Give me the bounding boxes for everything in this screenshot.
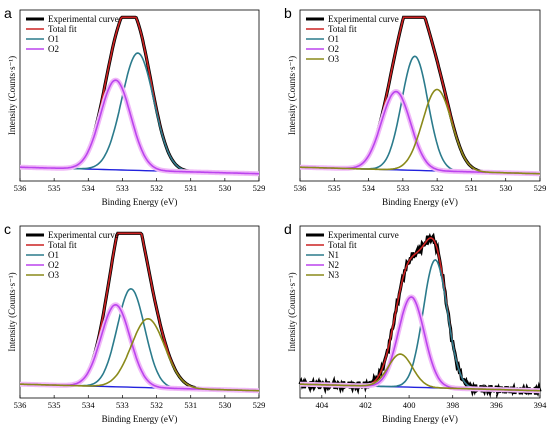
x-tick-label: 533 (116, 400, 129, 410)
y-axis-title: Intensity (Counts·s⁻¹) (287, 272, 297, 351)
series-glow (300, 294, 540, 394)
legend-entry: Experimental curve (328, 14, 399, 24)
x-tick-label: 529 (253, 183, 266, 193)
x-axis-title: Binding Energy (eV) (382, 197, 458, 207)
legend-entry: Total fit (48, 240, 77, 250)
x-axis-title: Binding Energy (eV) (382, 414, 458, 424)
panel-label: a (4, 5, 12, 21)
panel-label: d (284, 221, 292, 237)
x-tick-label: 396 (490, 400, 503, 410)
x-tick-label: 394 (534, 400, 548, 410)
legend-entry: N2 (328, 260, 339, 270)
x-tick-label: 529 (534, 183, 547, 193)
panel-a: a 536 535 534 533 532 531 530 529 Binding Energy … (4, 5, 265, 207)
legend-entry: Experimental curve (48, 230, 119, 240)
x-tick-label: 530 (499, 183, 512, 193)
x-tick-label: 529 (253, 400, 266, 410)
legend-entry: O2 (48, 260, 59, 270)
y-axis-title: Intensity (Counts·s⁻¹) (7, 56, 17, 135)
x-tick-label: 400 (403, 400, 416, 410)
x-tick-label: 534 (82, 183, 96, 193)
series-o1 (20, 52, 259, 175)
x-tick-label: 534 (82, 400, 96, 410)
x-tick-label: 533 (396, 183, 409, 193)
series-glow (300, 89, 540, 177)
legend-entry: Total fit (328, 24, 357, 34)
panel-d: d 404 402 400 398 396 394 Binding Energy (eV) In… (284, 221, 547, 424)
plot-frame (299, 225, 541, 399)
panel-b: b 536 535 534 533 532 531 530 529 Binding Energy … (284, 5, 546, 207)
x-tick-label: 536 (14, 400, 27, 410)
plot-frame (299, 9, 541, 182)
x-tick-label: 531 (465, 183, 478, 193)
y-axis-title: Intensity (Counts·s⁻¹) (7, 272, 17, 351)
plot-frame (19, 225, 260, 399)
series-o2 (300, 90, 540, 175)
x-tick-label: 530 (218, 400, 231, 410)
x-tick-label: 536 (294, 183, 307, 193)
panel-label: c (4, 221, 11, 237)
legend-entry: O3 (48, 270, 59, 280)
legend-entry: Experimental curve (328, 230, 399, 240)
legend-entry: N3 (328, 270, 339, 280)
legend-entry: O2 (48, 44, 59, 54)
legend-entry: O3 (328, 54, 339, 64)
x-axis-title: Binding Energy (eV) (102, 414, 178, 424)
x-tick-label: 398 (446, 400, 459, 410)
series-o1 (20, 287, 259, 392)
series-o3 (300, 88, 540, 175)
series-o2 (20, 303, 259, 392)
x-tick-label: 531 (184, 183, 197, 193)
x-tick-label: 532 (150, 400, 163, 410)
series-glow (20, 77, 259, 177)
x-tick-label: 535 (48, 183, 61, 193)
panel-c: c 536 535 534 533 532 531 530 529 Binding Energy … (4, 221, 265, 424)
x-tick-label: 532 (431, 183, 444, 193)
x-tick-label: 404 (315, 400, 329, 410)
legend-entry: N1 (328, 250, 339, 260)
legend-entry: Experimental curve (48, 14, 119, 24)
series-o2 (20, 79, 259, 175)
plot-frame (19, 9, 260, 182)
x-tick-label: 536 (14, 183, 27, 193)
panel-label: b (284, 5, 292, 21)
series-glow (20, 302, 259, 394)
legend-entry: O2 (328, 44, 339, 54)
legend-entry: Total fit (48, 24, 77, 34)
x-tick-label: 530 (218, 183, 231, 193)
legend-entry: Total fit (328, 240, 357, 250)
legend-entry: O1 (48, 250, 59, 260)
legend-entry: O1 (328, 34, 339, 44)
y-axis-title: Intensity (Counts·s⁻¹) (287, 56, 297, 135)
x-tick-label: 532 (150, 183, 163, 193)
x-tick-label: 531 (184, 400, 197, 410)
x-tick-label: 402 (359, 400, 372, 410)
x-tick-label: 535 (48, 400, 61, 410)
x-tick-label: 533 (116, 183, 129, 193)
x-tick-label: 535 (328, 183, 341, 193)
series-o3 (20, 317, 259, 392)
x-tick-label: 534 (362, 183, 376, 193)
legend-entry: O1 (48, 34, 59, 44)
x-axis-title: Binding Energy (eV) (102, 197, 178, 207)
series-n3 (300, 353, 540, 392)
